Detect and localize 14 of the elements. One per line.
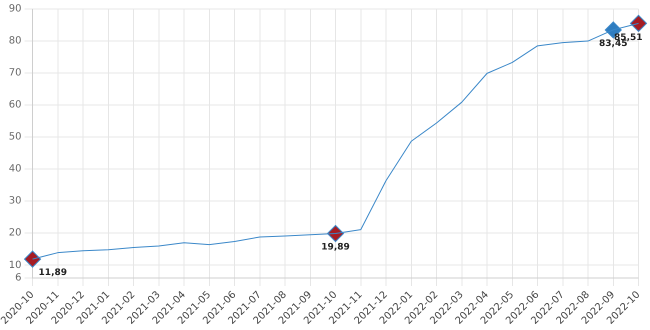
y-tick-label: 60 [8,100,22,111]
point [24,250,42,268]
y-tick-label: 30 [8,196,22,207]
y-tick-label: 70 [8,68,22,79]
y-tick-label: 10 [8,260,22,271]
y-tick-label: 20 [8,228,22,239]
data-label: 11,89 [38,268,68,278]
y-tick-label: 90 [8,4,22,15]
y-tick-label: 6 [15,272,22,284]
y-tick-label: 40 [8,164,22,175]
data-label: 19,89 [321,242,350,252]
y-tick-label: 50 [8,132,22,143]
point [630,14,648,32]
y-tick-label: 80 [8,36,22,47]
